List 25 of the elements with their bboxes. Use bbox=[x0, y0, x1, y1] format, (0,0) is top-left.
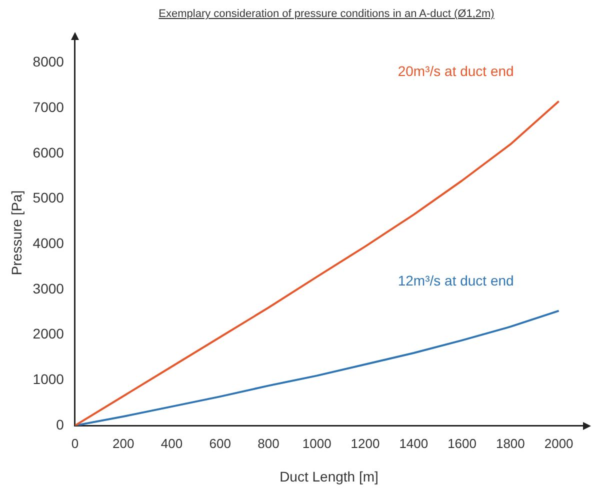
x-tick-label: 2000 bbox=[544, 436, 574, 451]
y-tick-label: 2000 bbox=[32, 326, 64, 342]
y-axis-title: Pressure [Pa] bbox=[8, 190, 24, 276]
x-tick-label: 400 bbox=[160, 436, 183, 451]
y-tick-label: 5000 bbox=[32, 190, 64, 206]
x-tick-label: 0 bbox=[71, 436, 79, 451]
x-tick-label: 1600 bbox=[448, 436, 476, 451]
x-tick-label: 800 bbox=[258, 436, 280, 451]
y-tick-label: 1000 bbox=[32, 371, 64, 388]
x-tick-label: 1400 bbox=[399, 436, 428, 451]
x-tick-label: 200 bbox=[112, 436, 134, 451]
y-tick-label: 6000 bbox=[32, 144, 64, 160]
text: 20m³/s at duct end bbox=[398, 63, 514, 80]
x-axis-title: Duct Length [m] bbox=[280, 468, 378, 484]
chart-title: Exemplary consideration of pressure conditions in an A-duct (Ø1,2m) bbox=[158, 8, 496, 20]
y-tick-label: 7000 bbox=[32, 98, 64, 115]
y-tick-label: 3000 bbox=[32, 280, 64, 296]
y-tick-label: 4000 bbox=[32, 235, 64, 251]
x-tick-label: 1000 bbox=[302, 436, 332, 451]
y-tick-label: 8000 bbox=[32, 54, 64, 70]
x-tick-label: 600 bbox=[209, 436, 231, 451]
text: 12m³/s at duct end bbox=[398, 272, 514, 289]
y-tick-label: 0 bbox=[56, 416, 64, 432]
x-tick-label: 1800 bbox=[496, 436, 525, 451]
x-tick-label: 1200 bbox=[350, 436, 380, 451]
